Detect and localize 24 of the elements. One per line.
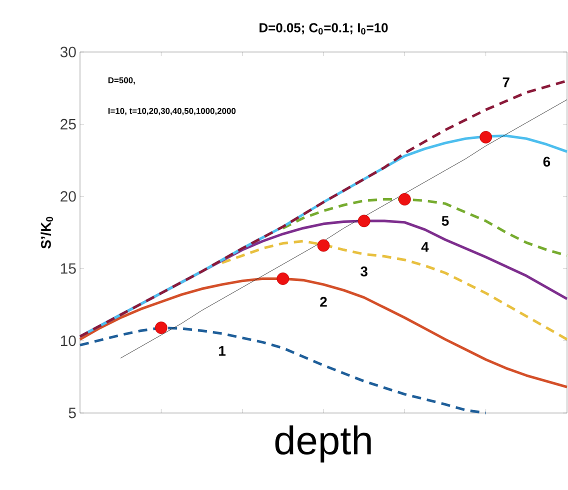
series-label: 6 (543, 156, 550, 167)
y-tick-label: 20 (60, 191, 76, 202)
annotation: D=500, (108, 77, 135, 84)
point (398, 193, 411, 206)
point (154, 322, 168, 334)
y-axis-title: S’/K$_{0}$ (40, 216, 54, 249)
series-label: 3 (360, 266, 368, 276)
y-tick-label: 25 (60, 118, 76, 130)
series-label: 2 (320, 296, 327, 307)
point (317, 239, 330, 252)
series-label: 1 (219, 346, 226, 356)
series-label: 4 (421, 242, 429, 252)
series-label: 5 (442, 216, 449, 226)
y-tick-label: 15 (61, 263, 76, 274)
y-tick-label: 5 (68, 408, 76, 418)
y-tick-label: 30 (60, 46, 76, 58)
series-label: 7 (502, 78, 510, 88)
annotation: I=10, t=10,20,30,40,50,1000,2000 (108, 108, 236, 116)
y-tick-label: 10 (61, 336, 76, 346)
point (358, 214, 370, 228)
chart-title: D=0.05; C$_{0}$=0.1; I$_{0}$=10 (260, 23, 388, 35)
point (276, 272, 290, 285)
x-axis-title: depth (275, 425, 371, 463)
point (480, 130, 492, 144)
